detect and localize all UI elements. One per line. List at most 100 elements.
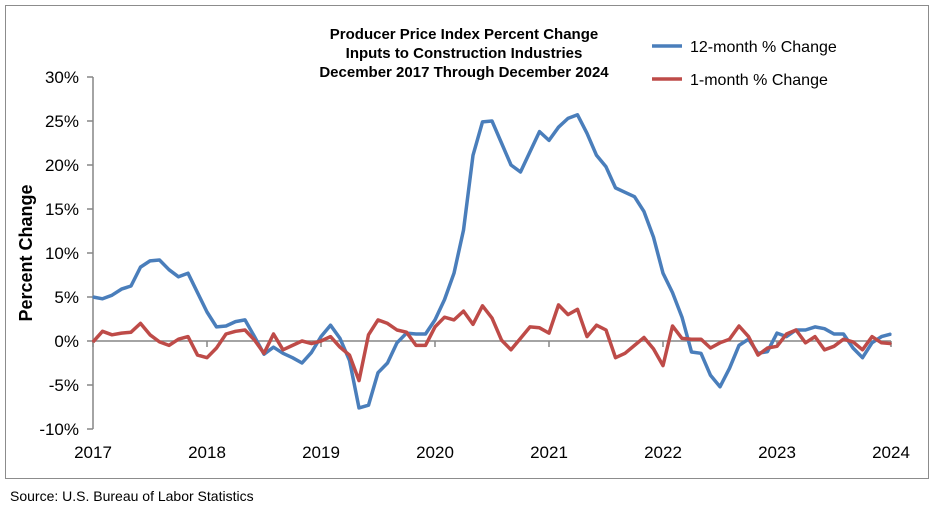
data-point <box>738 325 740 327</box>
data-point <box>776 332 778 334</box>
data-point <box>671 325 674 327</box>
x-tick-label: 2019 <box>302 443 340 462</box>
data-point <box>728 367 731 370</box>
data-point <box>814 335 816 338</box>
data-point <box>861 349 864 351</box>
data-point <box>462 229 465 231</box>
data-point <box>709 374 712 377</box>
chart-title-line-2: Inputs to Construction Industries <box>345 45 583 62</box>
data-point <box>633 195 636 198</box>
data-point <box>880 335 883 338</box>
y-tick-label: 20% <box>45 156 79 175</box>
data-point <box>348 354 351 356</box>
data-point <box>225 325 227 327</box>
data-point <box>624 352 626 355</box>
data-point <box>823 327 826 330</box>
data-point <box>690 351 693 353</box>
data-point <box>187 272 189 275</box>
y-tick-label: 30% <box>45 68 79 87</box>
data-point <box>719 385 721 388</box>
data-point <box>253 339 256 341</box>
data-point <box>158 259 161 261</box>
data-point <box>225 333 227 335</box>
data-point <box>367 404 370 407</box>
data-point <box>196 291 199 294</box>
data-point <box>206 356 208 359</box>
data-point <box>548 139 550 142</box>
data-point <box>605 165 607 168</box>
data-point <box>443 298 446 301</box>
data-point <box>367 334 370 336</box>
data-point <box>453 319 455 321</box>
data-point <box>301 340 303 342</box>
data-point <box>548 332 550 334</box>
data-point <box>329 324 332 326</box>
x-tick-label: 2024 <box>872 443 910 462</box>
data-point <box>538 327 541 329</box>
data-point <box>244 319 246 321</box>
data-point <box>310 351 313 354</box>
data-point <box>405 331 408 334</box>
data-point <box>890 342 892 345</box>
data-point <box>804 341 807 344</box>
data-point <box>282 352 284 355</box>
data-point <box>92 296 94 298</box>
data-point <box>481 305 484 307</box>
data-point <box>871 335 873 338</box>
series-line-12-month <box>92 113 892 410</box>
data-point <box>481 121 484 123</box>
data-point <box>215 326 218 328</box>
data-point <box>757 354 759 356</box>
data-point <box>291 344 294 347</box>
x-tick-label: 2022 <box>644 443 682 462</box>
data-point <box>538 130 541 133</box>
data-point <box>130 285 132 287</box>
source-note: Source: U.S. Bureau of Labor Statistics <box>10 488 254 504</box>
data-point <box>101 330 104 333</box>
data-point <box>149 260 151 262</box>
data-point <box>700 352 702 355</box>
data-point <box>472 154 474 157</box>
data-point <box>690 338 693 341</box>
data-point <box>320 340 322 342</box>
data-point <box>776 345 778 348</box>
data-point <box>158 341 161 343</box>
data-point <box>92 341 94 343</box>
data-point <box>567 117 569 120</box>
data-point <box>814 326 816 328</box>
data-point <box>586 335 588 338</box>
x-tick-label: 2018 <box>188 443 226 462</box>
data-point <box>795 329 797 331</box>
data-point <box>643 210 645 213</box>
data-point <box>605 329 607 331</box>
data-point <box>272 333 275 335</box>
data-point <box>472 323 474 326</box>
data-point <box>785 333 788 335</box>
data-point <box>320 335 322 338</box>
data-point <box>491 120 493 122</box>
data-point <box>377 319 379 321</box>
data-point <box>139 322 142 325</box>
data-point <box>557 126 560 128</box>
y-tick-label: -5% <box>49 376 79 395</box>
data-point <box>529 326 531 328</box>
y-tick-label: 10% <box>45 244 79 263</box>
data-point <box>728 338 731 341</box>
data-point <box>310 342 313 345</box>
data-point <box>643 336 645 339</box>
data-point <box>852 347 854 349</box>
data-point <box>804 329 807 331</box>
data-point <box>215 347 218 349</box>
data-point <box>510 349 512 351</box>
x-tick-label: 2020 <box>416 443 454 462</box>
data-point <box>111 334 113 336</box>
data-point <box>557 304 560 306</box>
y-tick-label: 15% <box>45 200 79 219</box>
data-point <box>766 350 769 353</box>
data-point <box>500 142 503 144</box>
data-point <box>852 341 854 343</box>
data-point <box>424 333 427 335</box>
data-point <box>595 324 598 326</box>
data-point <box>434 319 436 321</box>
data-point <box>120 332 123 334</box>
